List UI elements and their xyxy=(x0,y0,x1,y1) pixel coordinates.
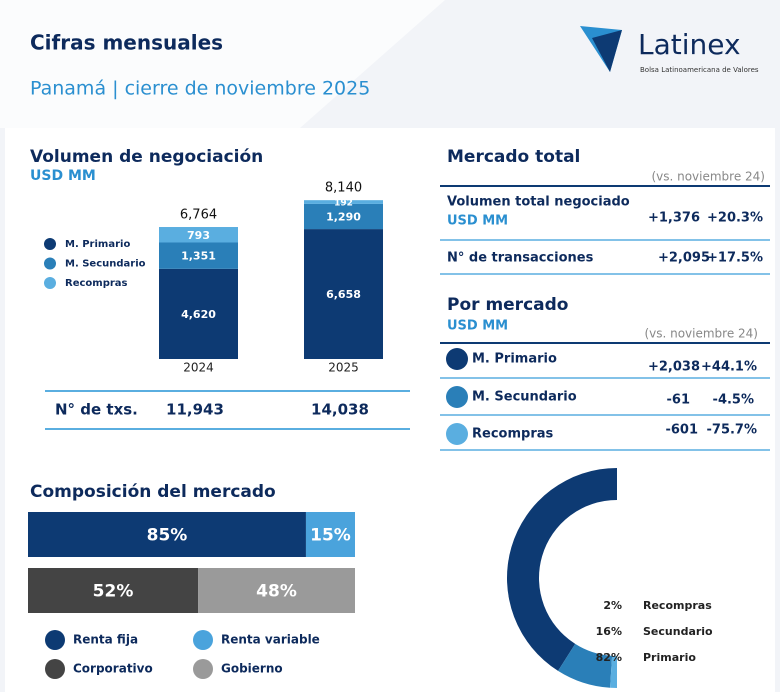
legend-label: Renta variable xyxy=(221,633,320,647)
row-unit: USD MM xyxy=(447,214,508,229)
decor xyxy=(0,0,445,128)
row-change: +2,095 xyxy=(658,251,710,266)
composition-title: Composición del mercado xyxy=(30,482,276,502)
logo-icon xyxy=(592,30,622,72)
bar-segment xyxy=(159,227,238,243)
volume-title: Volumen de negociación xyxy=(30,147,263,167)
legend-dot xyxy=(45,659,65,679)
market-title: Por mercado xyxy=(447,295,568,315)
donut-label: Primario xyxy=(643,651,696,664)
bar-label: 52% xyxy=(93,582,134,602)
bar-label: 85% xyxy=(147,526,188,546)
txs-label: N° de txs. xyxy=(55,401,138,419)
market-dot xyxy=(446,386,468,408)
donut-pct: 16% xyxy=(596,625,622,638)
legend-dot xyxy=(44,277,56,289)
bar-segment xyxy=(28,568,199,613)
legend-label: Renta fija xyxy=(73,633,138,647)
legend-dot xyxy=(44,238,56,250)
note: (vs. noviembre 24) xyxy=(644,327,758,341)
market-dot xyxy=(446,423,468,445)
bar-segment xyxy=(159,242,238,269)
bar-label: 4,620 xyxy=(181,308,216,321)
donut-label: Secundario xyxy=(643,625,713,638)
bar-label: 1,351 xyxy=(181,250,216,263)
row-label: M. Primario xyxy=(472,352,557,367)
bar-segment xyxy=(305,512,355,557)
bar-label: 192 xyxy=(334,199,353,209)
bar-label: 48% xyxy=(256,582,297,602)
bar-segment xyxy=(28,512,306,557)
bar-total: 6,764 xyxy=(180,208,217,223)
legend-dot xyxy=(193,659,213,679)
row-label: N° de transacciones xyxy=(447,251,594,266)
row-pct: +17.5% xyxy=(707,251,763,266)
bar-segment xyxy=(304,229,383,359)
bar-segment xyxy=(198,568,355,613)
logo: Latinex xyxy=(638,28,741,61)
row-pct: -4.5% xyxy=(713,393,754,408)
row-change: +1,376 xyxy=(648,211,700,226)
row-pct: +20.3% xyxy=(707,211,763,226)
bar-label: 6,658 xyxy=(326,288,361,301)
row-change: +2,038 xyxy=(648,360,700,375)
legend-dot xyxy=(45,630,65,650)
donut-slice xyxy=(610,655,617,688)
bar-label: 793 xyxy=(187,229,210,242)
txs-value: 14,038 xyxy=(311,401,369,419)
market-unit: USD MM xyxy=(447,319,508,334)
legend-label: M. Secundario xyxy=(65,259,146,270)
row-pct: -75.7% xyxy=(707,423,758,438)
legend-dot xyxy=(44,257,56,270)
bar-label: 1,290 xyxy=(326,211,361,224)
x-label: 2025 xyxy=(328,361,359,375)
legend-dot xyxy=(193,630,213,650)
subtitle: Panamá | cierre de noviembre 2025 xyxy=(30,78,370,100)
legend-label: M. Primario xyxy=(65,239,130,250)
bar-segment xyxy=(304,200,383,204)
bar-segment xyxy=(159,268,238,359)
row-label: Recompras xyxy=(472,427,553,442)
volume-unit: USD MM xyxy=(30,168,96,184)
note: (vs. noviembre 24) xyxy=(651,170,765,184)
donut-label: Recompras xyxy=(643,599,712,612)
row-label: Volumen total negociado xyxy=(447,195,630,210)
bar-total: 8,140 xyxy=(325,181,362,196)
market-dot xyxy=(446,348,468,370)
legend-label: Recompras xyxy=(65,278,128,289)
bar-segment xyxy=(304,203,383,230)
donut-pct: 82% xyxy=(596,651,622,664)
row-pct: +44.1% xyxy=(701,360,757,375)
txs-value: 11,943 xyxy=(166,401,224,419)
row-label: M. Secundario xyxy=(472,390,577,405)
bar-label: 15% xyxy=(310,526,351,546)
donut-slice xyxy=(506,467,617,671)
row-change: -61 xyxy=(667,393,691,408)
title: Cifras mensuales xyxy=(30,31,223,55)
row-change: -601 xyxy=(665,423,698,438)
legend-label: Corporativo xyxy=(73,662,153,676)
total-title: Mercado total xyxy=(447,147,580,167)
donut-slice xyxy=(558,643,613,688)
logo-tagline: Bolsa Latinoamericana de Valores xyxy=(640,66,759,74)
donut-pct: 2% xyxy=(603,599,622,612)
legend-label: Gobierno xyxy=(221,662,283,676)
x-label: 2024 xyxy=(183,361,214,375)
